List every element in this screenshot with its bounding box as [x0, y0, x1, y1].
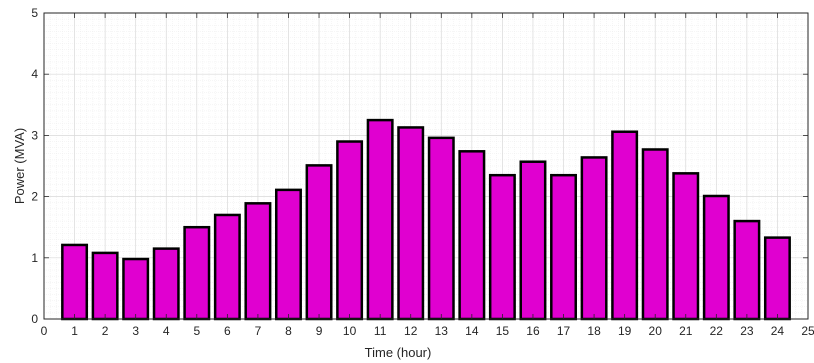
x-tick-label: 15	[496, 324, 510, 338]
bar-hour-6	[213, 213, 241, 321]
bar-hour-20	[641, 148, 669, 321]
bar-hour-21	[672, 172, 700, 321]
x-tick-label: 9	[316, 324, 323, 338]
y-tick-label: 1	[31, 251, 38, 265]
y-tick-label: 2	[31, 190, 38, 204]
bar-hour-15	[488, 173, 516, 321]
x-tick-label: 14	[465, 324, 479, 338]
bar-hour-16	[519, 160, 547, 321]
x-tick-label: 3	[132, 324, 139, 338]
x-tick-label: 13	[435, 324, 449, 338]
x-axis-label: Time (hour)	[365, 345, 432, 360]
bar-hour-12	[397, 126, 425, 321]
bar-hour-24	[763, 236, 791, 321]
x-tick-label: 24	[771, 324, 785, 338]
bar-hour-7	[244, 202, 272, 321]
bar-hour-2	[91, 251, 119, 321]
x-tick-label: 11	[374, 324, 387, 338]
bar-hour-5	[183, 225, 211, 321]
x-tick-label: 19	[618, 324, 632, 338]
y-tick-label: 5	[31, 6, 38, 20]
x-tick-label: 25	[801, 324, 814, 338]
bar-hour-8	[275, 188, 302, 321]
x-tick-label: 1	[71, 324, 78, 338]
x-tick-label: 21	[679, 324, 693, 338]
x-axis-ticks: 0 1 2 3 4 5 6 7 8 9 10 11 12 13 14 15 16 17 18 19 20 21 22 23 24…	[41, 13, 814, 338]
x-tick-label: 7	[255, 324, 262, 338]
bar-hour-9	[305, 164, 333, 321]
x-tick-label: 12	[404, 324, 418, 338]
x-tick-label: 22	[710, 324, 724, 338]
x-tick-label: 2	[102, 324, 109, 338]
bar-hour-11	[366, 118, 394, 321]
bar-hour-17	[550, 173, 577, 321]
x-tick-label: 18	[587, 324, 601, 338]
y-axis-ticks: 0 1 2 3 4 5	[31, 6, 808, 326]
x-tick-label: 20	[649, 324, 663, 338]
x-tick-label: 16	[526, 324, 540, 338]
y-tick-label: 0	[31, 312, 38, 326]
bar-hour-14	[458, 150, 486, 321]
x-tick-label: 17	[557, 324, 571, 338]
x-tick-label: 8	[285, 324, 292, 338]
plot-frame	[43, 12, 809, 320]
bar-hour-13	[427, 136, 455, 321]
x-tick-label: 10	[343, 324, 357, 338]
x-tick-label: 6	[224, 324, 231, 338]
y-axis-label: Power (MVA)	[12, 128, 27, 204]
bar-hour-22	[702, 194, 730, 321]
bar-hour-18	[580, 156, 608, 321]
x-tick-label: 5	[193, 324, 200, 338]
bar-hour-23	[733, 219, 761, 321]
bar-hour-19	[611, 130, 639, 321]
y-tick-label: 3	[31, 128, 38, 142]
y-tick-label: 4	[31, 67, 38, 81]
x-tick-label: 4	[163, 324, 170, 338]
x-tick-label: 0	[41, 324, 48, 338]
bar-hour-3	[122, 257, 150, 321]
bar-hour-1	[61, 243, 89, 321]
bar-hour-10	[336, 140, 364, 321]
bar-hour-4	[152, 247, 180, 321]
x-tick-label: 23	[740, 324, 754, 338]
